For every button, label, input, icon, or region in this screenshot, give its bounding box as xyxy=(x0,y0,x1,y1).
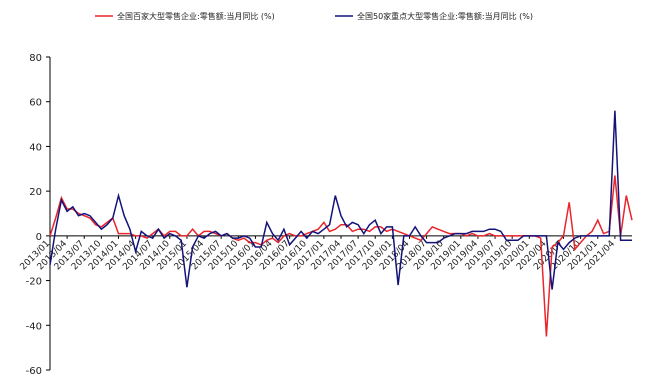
y-tick-label: 60 xyxy=(29,98,42,109)
y-tick-label: -40 xyxy=(26,321,42,332)
y-tick-label: -60 xyxy=(26,366,42,377)
y-tick-label: 40 xyxy=(29,142,42,153)
y-tick-label: -20 xyxy=(26,277,42,288)
series-line xyxy=(49,110,632,290)
y-tick-label: 20 xyxy=(29,187,42,198)
y-tick-label: 80 xyxy=(29,53,42,64)
legend-label: 全国百家大型零售企业:零售额:当月同比 (%) xyxy=(117,11,275,21)
y-tick-label: 0 xyxy=(36,232,42,243)
legend-label: 全国50家重点大型零售企业:零售额:当月同比 (%) xyxy=(357,11,533,21)
